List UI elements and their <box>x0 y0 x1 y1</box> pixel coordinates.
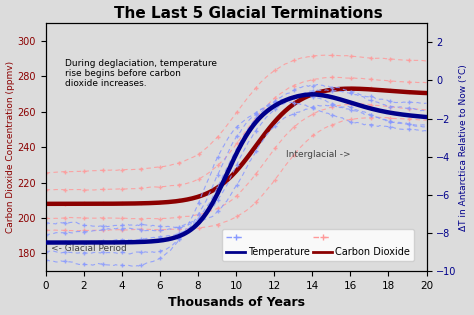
Text: During deglaciation, temperature
rise begins before carbon
dioxide increases.: During deglaciation, temperature rise be… <box>65 59 217 88</box>
Text: Interglacial ->: Interglacial -> <box>286 150 350 159</box>
Y-axis label: ΔT in Antarctica Relative to Now (°C): ΔT in Antarctica Relative to Now (°C) <box>459 64 468 231</box>
Y-axis label: Carbon Dioxide Concentration (ppmv): Carbon Dioxide Concentration (ppmv) <box>6 61 15 233</box>
Legend: , Temperature, , Carbon Dioxide: , Temperature, , Carbon Dioxide <box>222 229 414 261</box>
X-axis label: Thousands of Years: Thousands of Years <box>168 296 305 309</box>
Text: <- Glacial Period: <- Glacial Period <box>51 243 127 253</box>
Text: The Last 5 Glacial Terminations: The Last 5 Glacial Terminations <box>114 6 383 20</box>
